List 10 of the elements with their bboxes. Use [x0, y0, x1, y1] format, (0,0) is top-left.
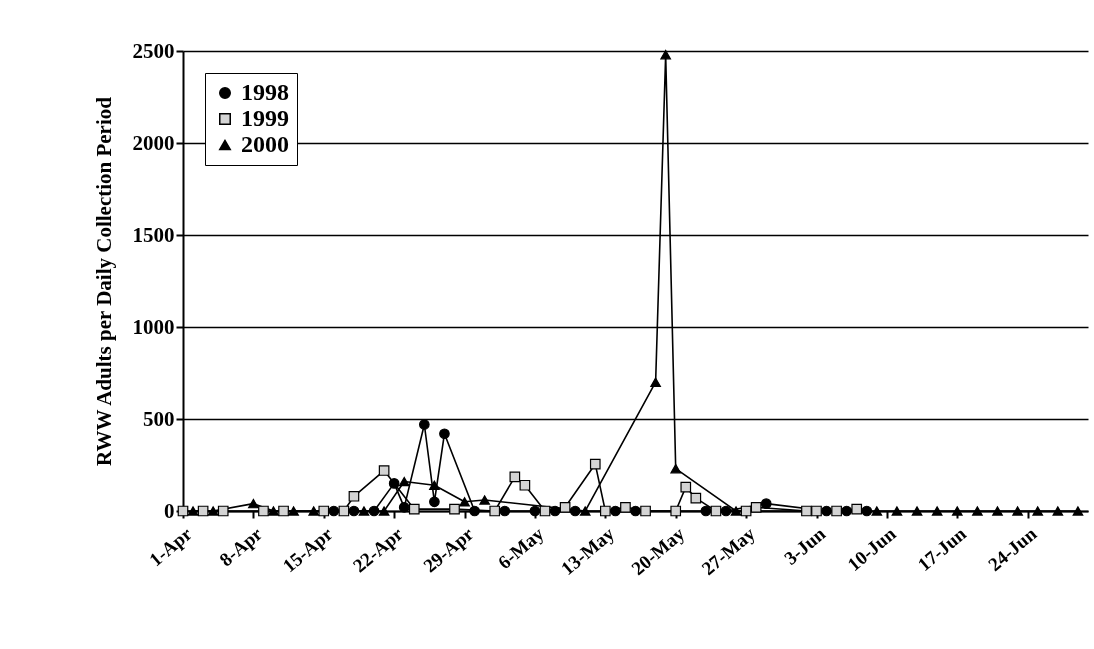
legend-label: 2000 — [241, 131, 289, 157]
y-axis-title: RWW Adults per Daily Collection Period — [91, 96, 116, 466]
y-tick-label: 2000 — [132, 130, 175, 155]
y-tick-label: 500 — [143, 406, 175, 431]
legend-label: 1998 — [241, 79, 289, 105]
legend-label: 1999 — [241, 105, 289, 131]
y-tick-label: 1000 — [132, 314, 175, 339]
y-tick-label: 0 — [164, 498, 175, 523]
y-tick-label: 2500 — [132, 38, 175, 63]
y-tick-label: 1500 — [132, 222, 175, 247]
